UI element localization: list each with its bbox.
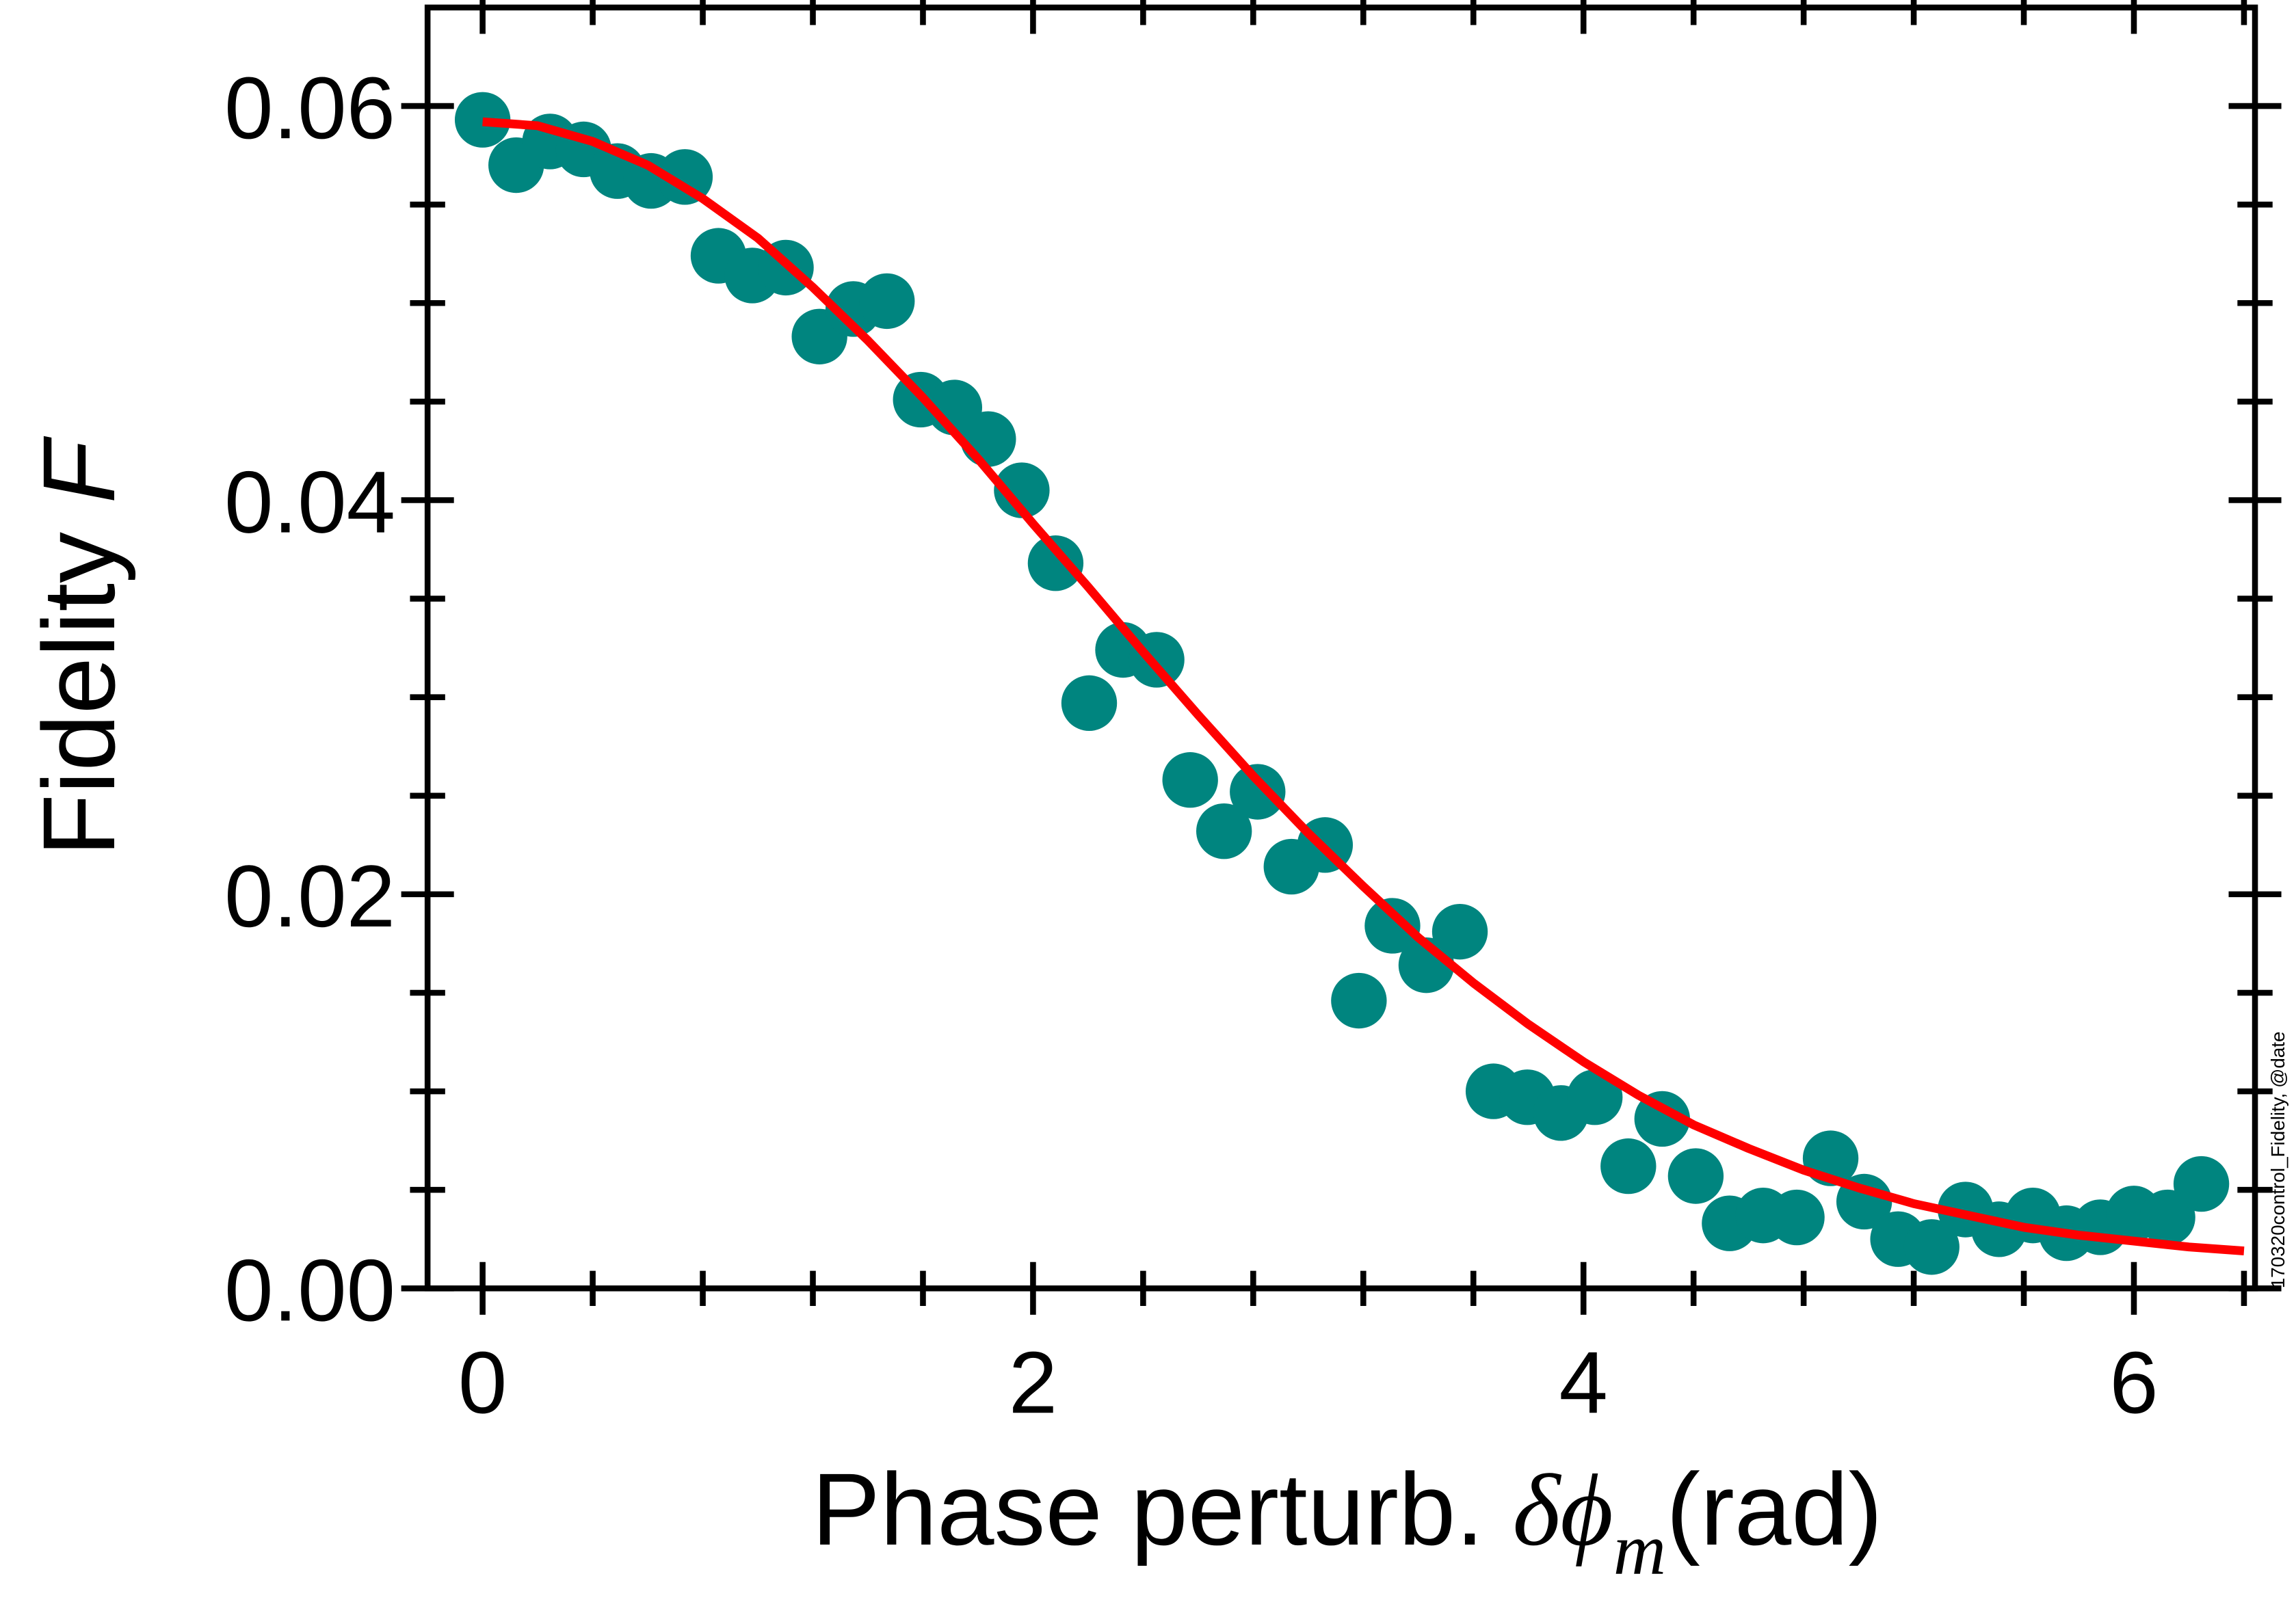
data-point — [1600, 1138, 1657, 1194]
x-label-subscript: m — [1613, 1510, 1666, 1590]
x-label-symbol: δϕ — [1513, 1454, 1613, 1567]
data-point — [1431, 903, 1488, 960]
data-point — [1769, 1189, 1825, 1246]
fit-line — [482, 117, 2245, 1255]
x-label-text: Phase perturb. — [812, 1452, 1513, 1566]
plot-frame — [424, 4, 2258, 1292]
x-tick-label: 6 — [2109, 1334, 2158, 1432]
data-point — [1567, 1069, 1623, 1125]
y-label-text: Fidelity — [21, 532, 136, 857]
x-axis-label: Phase perturb. δϕm(rad) — [812, 1452, 1883, 1590]
x-tick-label: 0 — [458, 1334, 507, 1432]
data-point — [1364, 898, 1421, 954]
y-axis-label: Fidelity F — [21, 436, 136, 856]
data-point — [994, 462, 1050, 518]
y-tick-label: 0.02 — [224, 848, 395, 946]
y-label-symbol: F — [21, 436, 136, 503]
data-point — [1331, 972, 1387, 1029]
x-tick-label: 2 — [1009, 1334, 1057, 1432]
data-point — [1162, 752, 1218, 808]
data-point — [1903, 1219, 1959, 1275]
data-point — [454, 92, 511, 148]
data-point — [1230, 764, 1286, 820]
data-point — [1196, 803, 1252, 859]
data-point — [1027, 535, 1084, 591]
side-note: 170320control_Fidelity, @date — [2267, 1031, 2288, 1288]
data-point — [2139, 1189, 2195, 1246]
data-point — [1061, 675, 1118, 732]
y-tick-label: 0.04 — [224, 454, 395, 552]
y-tick-label: 0.06 — [224, 59, 395, 157]
data-point — [657, 149, 713, 205]
data-point — [859, 273, 915, 330]
data-point — [2173, 1156, 2230, 1212]
y-tick-label: 0.00 — [224, 1242, 395, 1339]
data-point — [960, 411, 1016, 467]
x-tick-label: 4 — [1559, 1334, 1607, 1432]
data-point — [1667, 1148, 1724, 1204]
x-label-unit: (rad) — [1666, 1452, 1882, 1566]
